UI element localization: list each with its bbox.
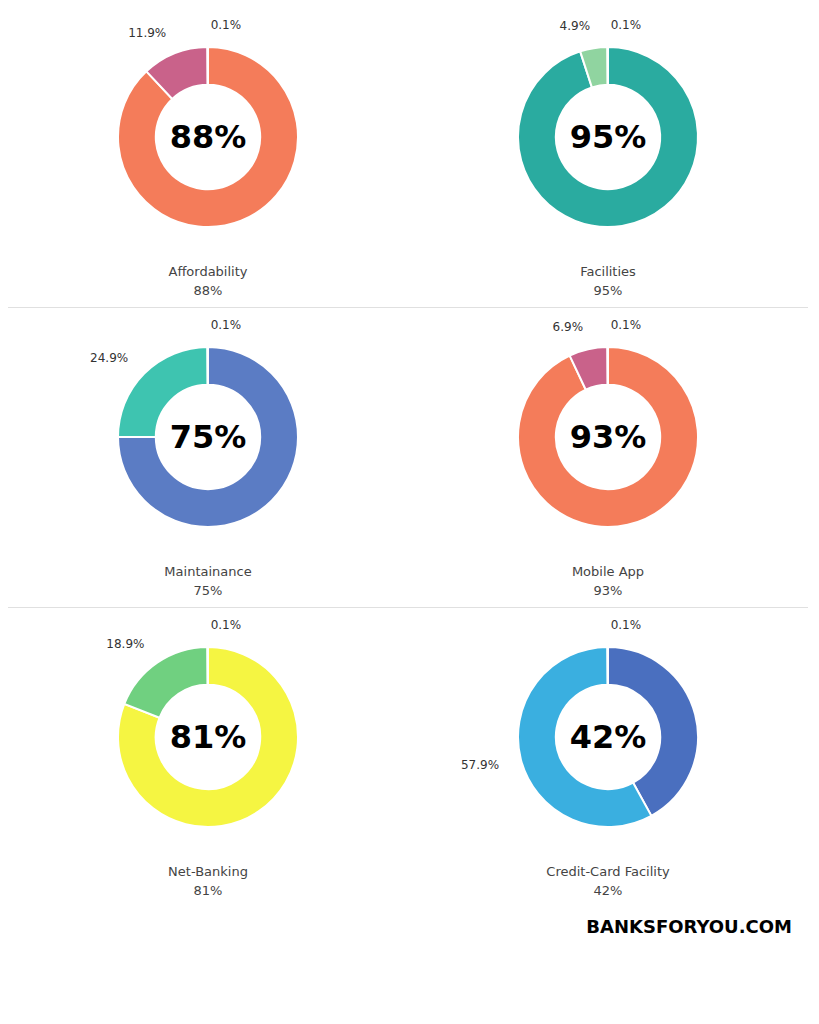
svg-text:0.1%: 0.1% xyxy=(611,318,642,332)
html-text:75%: 75% xyxy=(169,418,247,456)
svg-text:11.9%: 11.9% xyxy=(128,26,166,40)
html-text:Credit-Card Facility: Credit-Card Facility xyxy=(546,864,670,879)
svg-text:6.9%: 6.9% xyxy=(553,320,584,334)
svg-text:0.1%: 0.1% xyxy=(211,18,242,32)
html-text:93%: 93% xyxy=(593,583,623,598)
svg-text:0.1%: 0.1% xyxy=(611,618,642,632)
svg-text:18.9%: 18.9% xyxy=(106,637,144,651)
html-text:95%: 95% xyxy=(569,118,647,156)
html-text:Net-Banking: Net-Banking xyxy=(168,864,248,879)
html-text:81%: 81% xyxy=(193,883,223,898)
html-text:Facilities: Facilities xyxy=(580,264,636,279)
html-text:95%: 95% xyxy=(593,283,623,298)
html-text:Mobile App: Mobile App xyxy=(571,564,645,579)
html-text:88%: 88% xyxy=(193,283,223,298)
html-text:Maintainance: Maintainance xyxy=(164,564,252,579)
html-text:BANKSFORYOU.COM: BANKSFORYOU.COM xyxy=(586,916,792,937)
svg-text:0.1%: 0.1% xyxy=(611,18,642,32)
html-text:Affordability: Affordability xyxy=(168,264,248,279)
svg-text:4.9%: 4.9% xyxy=(560,19,591,33)
svg-text:0.1%: 0.1% xyxy=(211,618,242,632)
html-text:42%: 42% xyxy=(569,718,647,756)
html-text:93%: 93% xyxy=(569,418,647,456)
html-text:75%: 75% xyxy=(193,583,223,598)
svg-text:0.1%: 0.1% xyxy=(211,318,242,332)
html-text:88%: 88% xyxy=(169,118,247,156)
svg-text:24.9%: 24.9% xyxy=(90,351,128,365)
svg-text:57.9%: 57.9% xyxy=(461,758,499,772)
html-text:81%: 81% xyxy=(169,718,247,756)
html-text:42%: 42% xyxy=(593,883,623,898)
